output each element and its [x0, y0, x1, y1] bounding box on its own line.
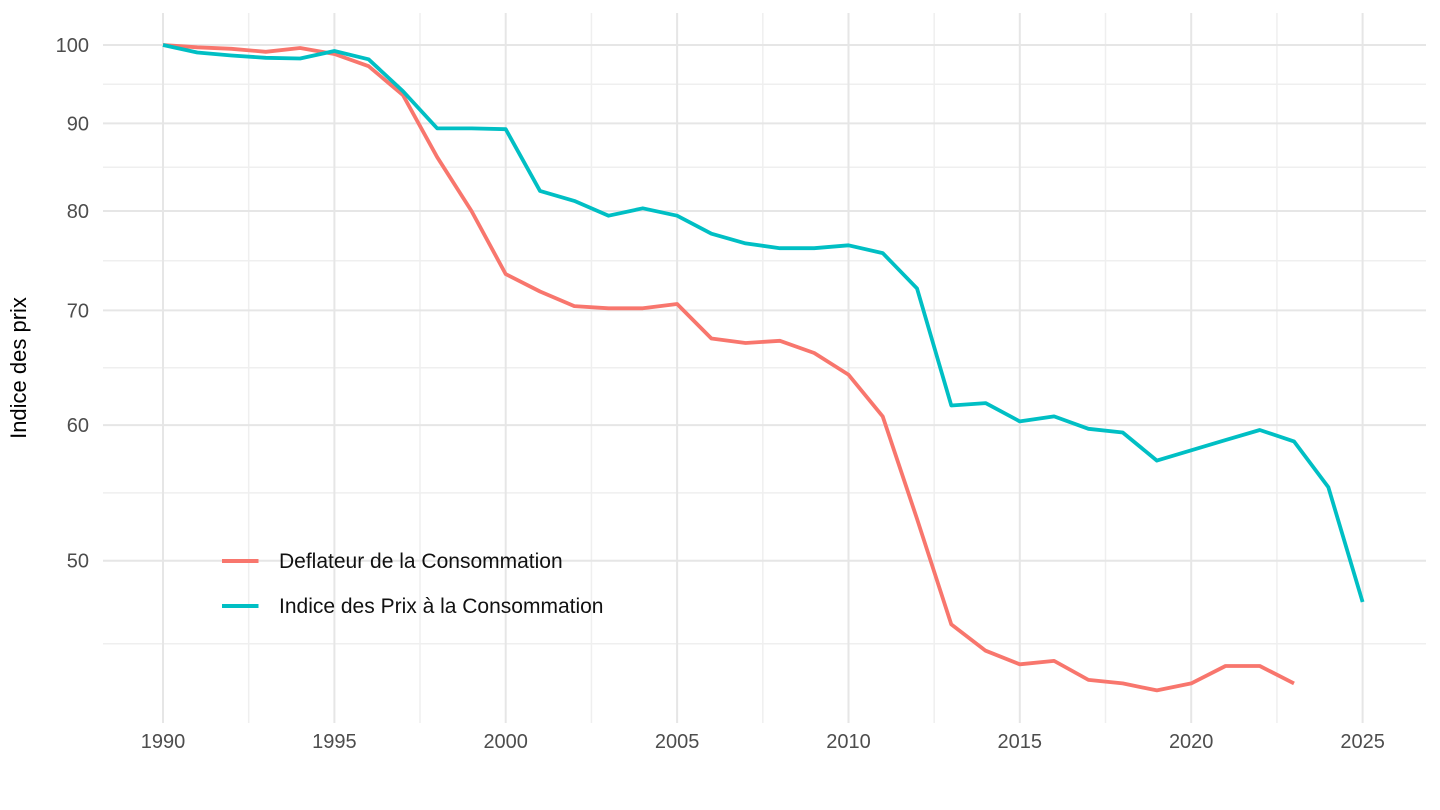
x-tick-label: 2025: [1340, 731, 1385, 753]
y-tick-label: 60: [67, 415, 89, 437]
x-tick-label: 2005: [655, 731, 700, 753]
series-lines: [162, 43, 1365, 693]
y-tick-label: 90: [67, 113, 89, 135]
y-tick-label: 70: [67, 300, 89, 322]
legend-label-deflateur: Deflateur de la Consommation: [279, 550, 563, 573]
y-tick-label: 80: [67, 201, 89, 223]
y-axis-title: Indice des prix: [6, 297, 31, 439]
y-tick-label: 50: [67, 551, 89, 573]
gridlines: [103, 13, 1426, 723]
series-line-deflateur: [162, 43, 1295, 693]
x-tick-label: 2020: [1169, 731, 1214, 753]
legend-label-ipc: Indice des Prix à la Consommation: [279, 595, 604, 618]
x-tick-label: 1995: [312, 731, 357, 753]
x-tick-label: 2010: [826, 731, 871, 753]
y-tick-label: 100: [56, 35, 89, 57]
series-line-ipc: [162, 43, 1365, 603]
legend: Deflateur de la Consommation Indice des …: [222, 550, 604, 618]
x-tick-label: 2000: [483, 731, 528, 753]
x-tick-label: 2015: [998, 731, 1043, 753]
axis-tick-labels: 50 60 70 80 90 100 1990 1995 2000 2005 2010 2015 202…: [56, 35, 1385, 753]
x-tick-label: 1990: [141, 731, 186, 753]
